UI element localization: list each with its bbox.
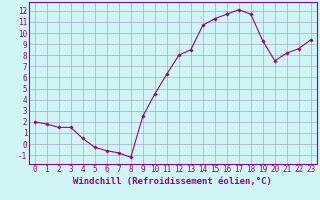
X-axis label: Windchill (Refroidissement éolien,°C): Windchill (Refroidissement éolien,°C) bbox=[73, 177, 272, 186]
